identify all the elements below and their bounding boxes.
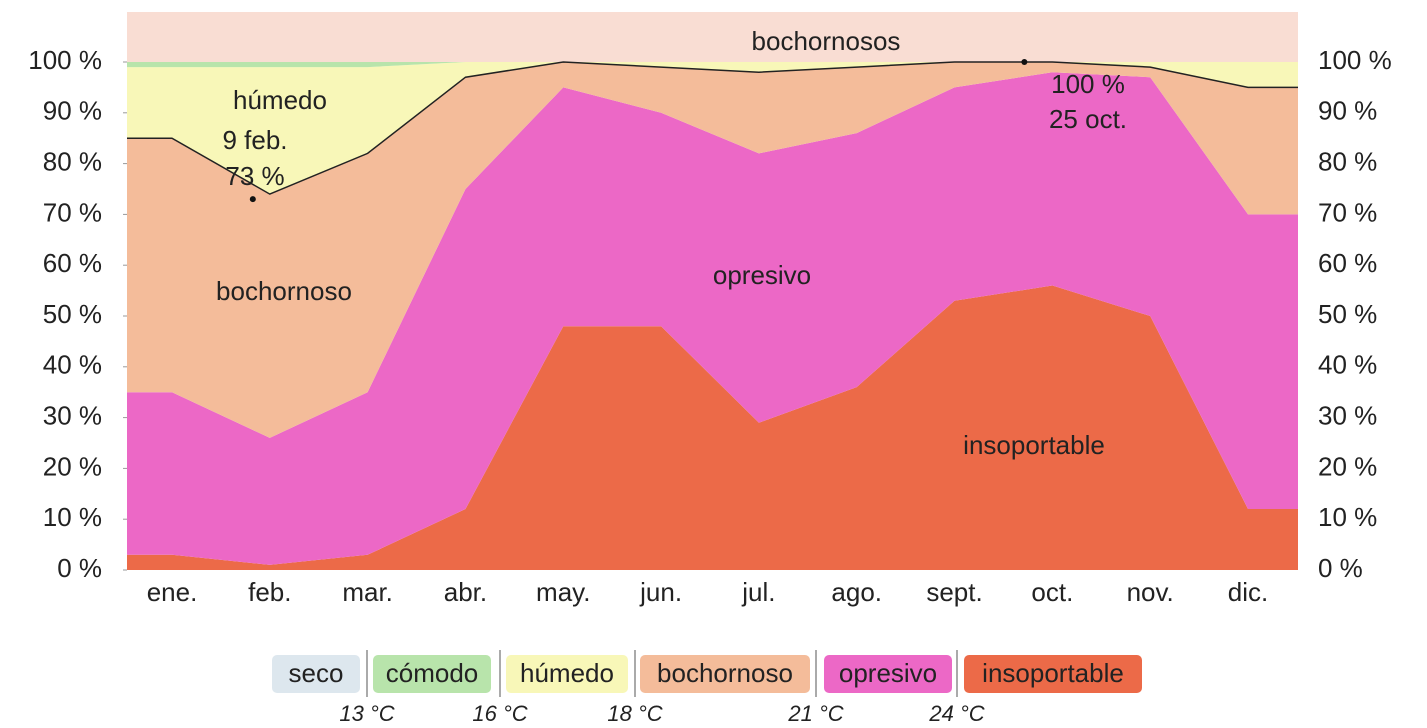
x-tick-label: may. (536, 577, 590, 607)
y-tick-label: 20 % (43, 451, 102, 481)
annotation-dot (249, 196, 256, 203)
x-tick-label: nov. (1127, 577, 1174, 607)
x-tick-label: abr. (444, 577, 487, 607)
x-tick-label: mar. (342, 577, 393, 607)
legend-threshold: 18 °C (607, 701, 662, 726)
y-tick-label: 10 % (43, 502, 102, 532)
y-tick-label: 70 % (43, 197, 102, 227)
legend-threshold: 21 °C (787, 701, 843, 726)
y-tick-label: 0 % (57, 553, 102, 583)
top-band-label: bochornosos (752, 26, 901, 56)
annotation-dot (1021, 59, 1028, 65)
y-tick-label: 80 % (43, 146, 102, 176)
y2-tick-label: 10 % (1318, 502, 1377, 532)
area-label: bochornoso (216, 276, 352, 306)
x-tick-label: jun. (639, 577, 682, 607)
y2-tick-label: 50 % (1318, 299, 1377, 329)
annotation-value: 73 % (225, 161, 284, 191)
legend-label: húmedo (520, 658, 614, 688)
area (127, 62, 1298, 68)
x-tick-label: feb. (248, 577, 291, 607)
legend-swatch (824, 655, 952, 693)
annotation-label: 25 oct. (1049, 104, 1127, 134)
y2-tick-label: 80 % (1318, 146, 1377, 176)
legend-label: cómodo (386, 658, 479, 688)
legend-threshold: 16 °C (472, 701, 527, 726)
annotation-value: 100 % (1051, 69, 1125, 99)
legend-swatch (373, 655, 491, 693)
y-tick-label: 40 % (43, 350, 102, 380)
x-tick-label: dic. (1228, 577, 1268, 607)
area (127, 62, 1298, 438)
x-tick-label: ago. (831, 577, 882, 607)
y2-tick-label: 60 % (1318, 248, 1377, 278)
y-tick-label: 30 % (43, 400, 102, 430)
legend-swatch (964, 655, 1142, 693)
area-label: insoportable (963, 430, 1105, 460)
y2-tick-label: 100 % (1318, 45, 1392, 75)
legend-threshold: 24 °C (928, 701, 984, 726)
legend-swatch (640, 655, 810, 693)
area (127, 72, 1298, 565)
area-label: húmedo (233, 85, 327, 115)
y2-tick-label: 90 % (1318, 96, 1377, 126)
y2-tick-label: 0 % (1318, 553, 1363, 583)
area (127, 285, 1298, 570)
y-tick-label: 90 % (43, 96, 102, 126)
y2-tick-label: 20 % (1318, 451, 1377, 481)
legend-label: opresivo (839, 658, 937, 688)
area (127, 62, 1298, 195)
y-tick-label: 50 % (43, 299, 102, 329)
legend-swatch (272, 655, 360, 693)
y2-tick-label: 40 % (1318, 350, 1377, 380)
legend-label: insoportable (982, 658, 1124, 688)
humid-line (127, 61, 1298, 195)
legend-threshold: 13 °C (339, 701, 394, 726)
x-tick-label: ene. (147, 577, 198, 607)
x-tick-label: sept. (926, 577, 982, 607)
area-label: opresivo (713, 260, 811, 290)
y-tick-label: 60 % (43, 248, 102, 278)
annotation-label: 9 feb. (222, 125, 287, 155)
y-tick-label: 100 % (28, 45, 102, 75)
legend-label: seco (289, 658, 344, 688)
x-tick-label: oct. (1031, 577, 1073, 607)
legend-label: bochornoso (657, 658, 793, 688)
x-tick-label: jul. (741, 577, 775, 607)
y2-tick-label: 70 % (1318, 197, 1377, 227)
y2-tick-label: 30 % (1318, 400, 1377, 430)
legend-swatch (506, 655, 628, 693)
top-band (127, 12, 1298, 62)
